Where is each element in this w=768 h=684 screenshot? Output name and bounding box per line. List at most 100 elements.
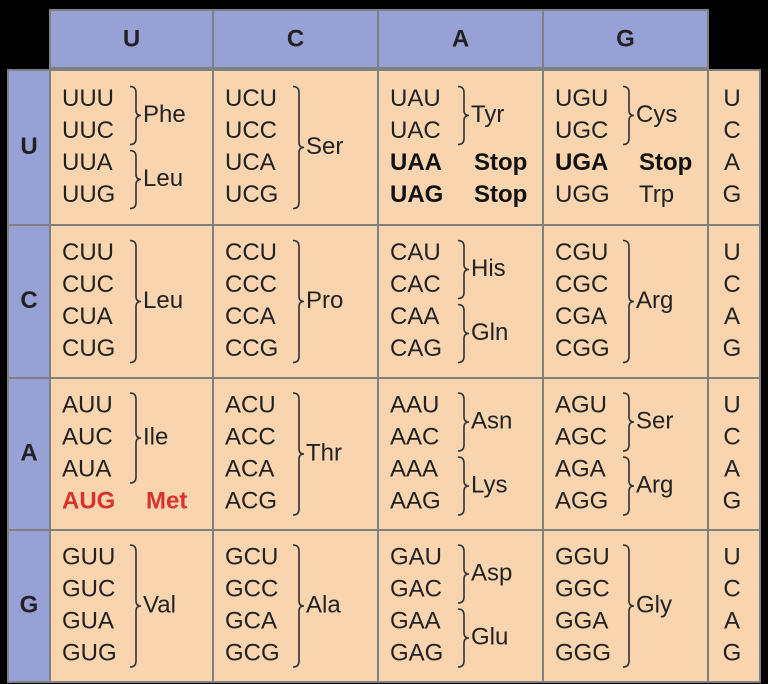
codon: AGG bbox=[555, 487, 608, 514]
row-header: G bbox=[20, 591, 39, 618]
codon: ACA bbox=[225, 455, 274, 482]
codon-cell bbox=[212, 69, 379, 226]
bracket bbox=[622, 239, 635, 364]
codon: UGG bbox=[555, 181, 610, 208]
amino-acid: Ser bbox=[636, 407, 673, 434]
codon: GAU bbox=[390, 543, 442, 570]
third-base: C bbox=[723, 117, 740, 144]
codon: UAC bbox=[390, 117, 441, 144]
amino-acid: Stop bbox=[474, 181, 527, 208]
bracket bbox=[292, 239, 305, 364]
bracket bbox=[457, 544, 470, 604]
amino-acid: Ile bbox=[143, 423, 168, 450]
bracket bbox=[622, 392, 635, 452]
amino-acid: Trp bbox=[639, 181, 674, 208]
codon: AAA bbox=[390, 455, 438, 482]
codon: AGA bbox=[555, 455, 606, 482]
codon: AAC bbox=[390, 423, 439, 450]
codon: CAG bbox=[390, 335, 442, 362]
amino-acid: Gly bbox=[636, 591, 672, 618]
codon: UUG bbox=[62, 181, 115, 208]
codon-cell bbox=[542, 377, 709, 531]
amino-acid: Leu bbox=[143, 165, 183, 192]
codon-cell bbox=[377, 377, 544, 531]
third-base-cell bbox=[707, 377, 761, 531]
codon: UGU bbox=[555, 85, 608, 112]
codon: GCG bbox=[225, 639, 280, 666]
third-base: U bbox=[723, 543, 740, 570]
amino-acid: Gln bbox=[471, 319, 508, 346]
column-header: U bbox=[123, 25, 140, 52]
codon: GUG bbox=[62, 639, 117, 666]
codon-cell bbox=[377, 69, 544, 226]
amino-acid: Thr bbox=[306, 439, 342, 466]
third-base: G bbox=[723, 335, 742, 362]
amino-acid: Glu bbox=[471, 623, 508, 650]
column-header-cell bbox=[377, 9, 544, 69]
codon-cell bbox=[49, 377, 214, 531]
codon-cell bbox=[542, 529, 709, 683]
codon: CCC bbox=[225, 271, 277, 298]
codon: GCU bbox=[225, 543, 278, 570]
codon: AGC bbox=[555, 423, 607, 450]
third-base: U bbox=[723, 239, 740, 266]
third-base: A bbox=[724, 455, 740, 482]
codon: GGG bbox=[555, 639, 611, 666]
column-header-cell bbox=[212, 9, 379, 69]
bracket bbox=[622, 456, 635, 516]
codon: ACC bbox=[225, 423, 276, 450]
codon: GCC bbox=[225, 575, 278, 602]
third-base: U bbox=[723, 391, 740, 418]
codon: AGU bbox=[555, 391, 607, 418]
codon-cell bbox=[377, 224, 544, 379]
codon: GCA bbox=[225, 607, 277, 634]
codon: AUA bbox=[62, 455, 111, 482]
amino-acid: Stop bbox=[474, 149, 527, 176]
codon: CAC bbox=[390, 271, 441, 298]
codon: GGU bbox=[555, 543, 610, 570]
codon: CUU bbox=[62, 239, 114, 266]
third-base: C bbox=[723, 423, 740, 450]
third-base: G bbox=[723, 181, 742, 208]
codon: UCG bbox=[225, 181, 278, 208]
codon-cell bbox=[49, 69, 214, 226]
column-header: A bbox=[452, 25, 469, 52]
bracket bbox=[457, 85, 470, 146]
third-base: A bbox=[724, 303, 740, 330]
codon: GUU bbox=[62, 543, 115, 570]
column-header: G bbox=[616, 25, 635, 52]
bracket bbox=[457, 392, 470, 452]
amino-acid: Tyr bbox=[471, 101, 504, 128]
third-base-cell bbox=[707, 529, 761, 683]
codon-cell bbox=[212, 224, 379, 379]
row-header: C bbox=[20, 287, 37, 314]
third-base: C bbox=[723, 271, 740, 298]
codon: AUU bbox=[62, 391, 113, 418]
amino-acid: Arg bbox=[636, 471, 673, 498]
amino-acid: Val bbox=[143, 591, 176, 618]
bracket bbox=[129, 239, 142, 364]
bracket bbox=[457, 303, 470, 364]
amino-acid: Ser bbox=[306, 133, 343, 160]
bracket bbox=[457, 608, 470, 668]
codon: UCU bbox=[225, 85, 277, 112]
bracket bbox=[129, 392, 142, 484]
codon-cell bbox=[212, 377, 379, 531]
codon: CCG bbox=[225, 335, 278, 362]
codon: GGC bbox=[555, 575, 610, 602]
third-base: A bbox=[724, 607, 740, 634]
codon: GUA bbox=[62, 607, 114, 634]
amino-acid: Leu bbox=[143, 287, 183, 314]
codon: CAU bbox=[390, 239, 441, 266]
bracket bbox=[129, 149, 142, 210]
third-base: A bbox=[724, 149, 740, 176]
column-header: C bbox=[287, 25, 304, 52]
amino-acid: Asn bbox=[471, 407, 512, 434]
codon: ACU bbox=[225, 391, 276, 418]
bracket bbox=[292, 85, 305, 210]
bracket bbox=[457, 456, 470, 516]
codon: CGA bbox=[555, 303, 607, 330]
amino-acid: Lys bbox=[471, 471, 507, 498]
